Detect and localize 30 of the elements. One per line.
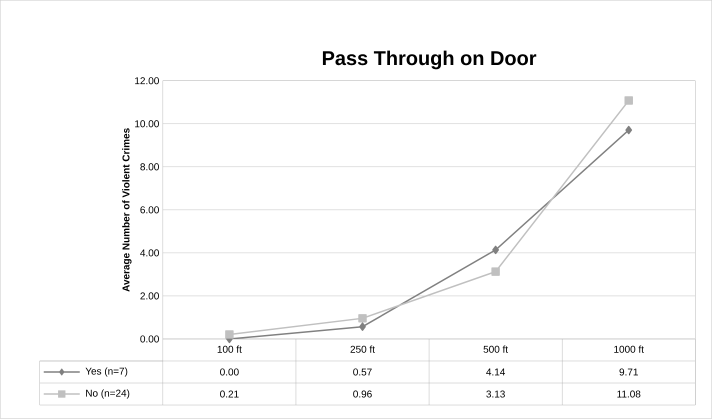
data-label: 0.21 xyxy=(220,390,239,398)
y-tick-label: 2.00 xyxy=(140,292,159,300)
y-tick-label: 4.00 xyxy=(140,249,159,257)
legend-label: Yes (n=7) xyxy=(86,367,128,377)
y-tick-label: 8.00 xyxy=(140,163,159,170)
point xyxy=(492,246,499,254)
point xyxy=(491,268,500,276)
point xyxy=(625,126,632,134)
point xyxy=(358,314,367,323)
data-label: 0.96 xyxy=(353,390,372,398)
point xyxy=(359,322,366,332)
point xyxy=(225,330,234,339)
data-label: 9.71 xyxy=(619,368,638,376)
x-tick-label: 250 ft xyxy=(350,346,375,353)
y-tick-label: 12.00 xyxy=(135,77,159,84)
data-label: 4.14 xyxy=(486,368,506,376)
data-label: 0.00 xyxy=(220,368,239,376)
x-tick-label: 100 ft xyxy=(218,346,242,353)
x-tick-label: 500 ft xyxy=(484,346,508,353)
y-tick-label: 6.00 xyxy=(140,206,159,214)
x-tick-label: 1000 ft xyxy=(614,346,644,353)
y-tick-label: 10.00 xyxy=(135,120,159,128)
legend-label: No (n=24) xyxy=(86,389,130,399)
chart-title: Pass Through on Door xyxy=(322,50,536,70)
data-label: 3.13 xyxy=(486,390,505,398)
y-tick-label: 0.00 xyxy=(140,336,159,343)
data-label: 0.57 xyxy=(353,368,372,376)
data-label: 11.08 xyxy=(617,390,640,398)
y-axis-title: Average Number of Violent Crimes xyxy=(122,128,132,292)
point xyxy=(624,96,633,105)
